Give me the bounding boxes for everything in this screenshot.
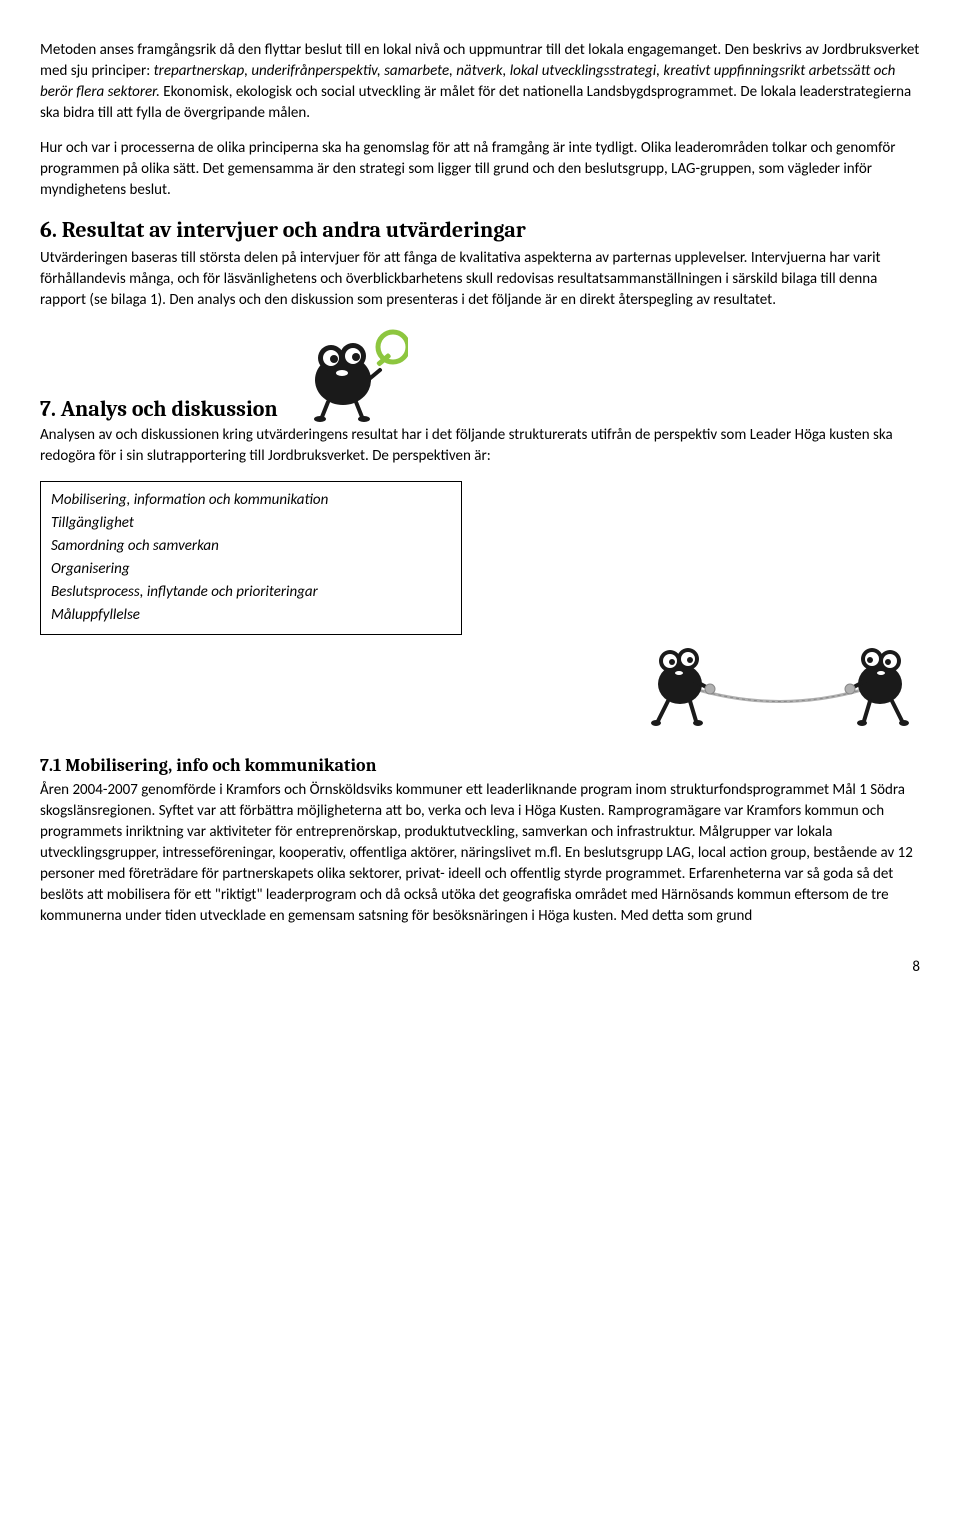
- box-item: Samordning och samverkan: [51, 536, 451, 557]
- section-7-1-body: Åren 2004-2007 genomförde i Kramfors och…: [40, 780, 920, 927]
- tug-of-war-icon: [640, 619, 920, 739]
- section-7-1-title: 7.1 Mobilisering, info och kommunikation: [40, 753, 920, 778]
- section-7-lead: Analysen av och diskussionen kring utvär…: [40, 425, 920, 467]
- page-number: 8: [40, 957, 920, 978]
- section-6-body: Utvärderingen baseras till största delen…: [40, 248, 920, 311]
- intro-p1-post: Ekonomisk, ekologisk och social utveckli…: [40, 83, 911, 122]
- intro-paragraph-1: Metoden anses framgångsrik då den flytta…: [40, 40, 920, 124]
- perspectives-box: Mobilisering, information och kommunikat…: [40, 481, 462, 635]
- magnifier-character-icon: [298, 325, 408, 425]
- box-item: Mobilisering, information och kommunikat…: [51, 490, 451, 511]
- box-item: Organisering: [51, 559, 451, 580]
- intro-paragraph-2: Hur och var i processerna de olika princ…: [40, 138, 920, 201]
- section-7-heading-row: 7. Analys och diskussion: [40, 325, 920, 425]
- section-6-title: 6. Resultat av intervjuer och andra utvä…: [40, 215, 920, 246]
- section-7-title: 7. Analys och diskussion: [40, 394, 278, 425]
- tug-of-war-figure-wrap: [40, 619, 920, 739]
- box-item: Tillgänglighet: [51, 513, 451, 534]
- box-item: Beslutsprocess, inflytande och prioriter…: [51, 582, 451, 603]
- intro-p1-pre: Metoden anses framgångsrik då den flytta…: [40, 41, 721, 59]
